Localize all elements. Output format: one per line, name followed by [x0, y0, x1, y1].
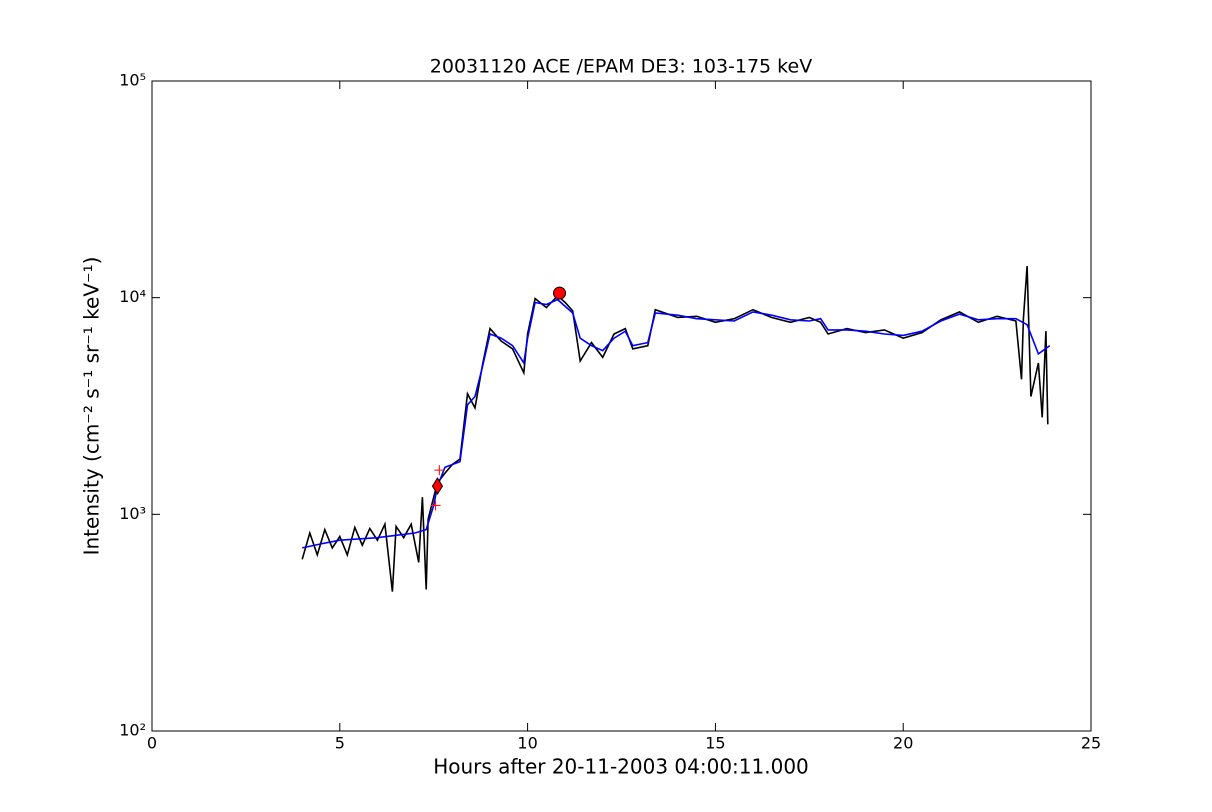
- data-line: [302, 298, 1051, 549]
- x-tick-label: 0: [147, 734, 157, 753]
- chart-title: 20031120 ACE /EPAM DE3: 103-175 keV: [430, 56, 812, 78]
- x-tick-label: 10: [517, 734, 537, 753]
- x-tick-label: 5: [335, 734, 345, 753]
- x-axis-label: Hours after 20-11-2003 04:00:11.000: [433, 755, 809, 779]
- marker-plus: [434, 465, 445, 476]
- marker-diamond: [431, 477, 444, 496]
- y-tick-label: 10⁴: [119, 287, 146, 306]
- x-tick-label: 15: [705, 734, 725, 753]
- x-tick-label: 25: [1081, 734, 1101, 753]
- y-tick-label: 10⁵: [119, 71, 146, 90]
- x-tick-label: 20: [893, 734, 913, 753]
- data-line: [301, 265, 1049, 592]
- marker-circle: [553, 286, 567, 300]
- y-tick-label: 10³: [119, 504, 146, 523]
- marker-plus: [430, 500, 441, 511]
- y-tick-label: 10²: [119, 721, 146, 740]
- y-axis-label: Intensity (cm⁻² s⁻¹ sr⁻¹ keV⁻¹): [80, 257, 104, 556]
- plot-frame: [151, 80, 1092, 732]
